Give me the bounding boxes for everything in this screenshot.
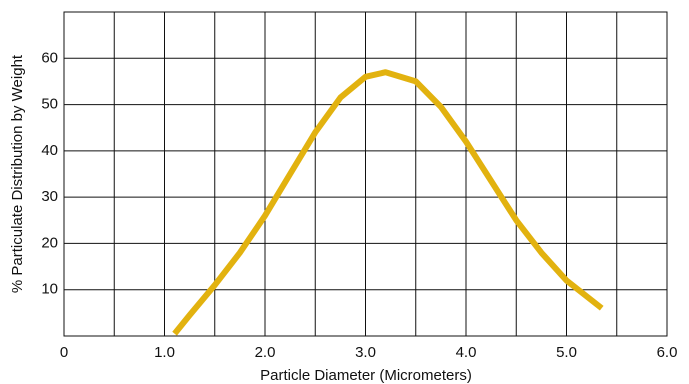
x-tick-label: 5.0 <box>556 344 577 361</box>
y-axis-label: % Particulate Distribution by Weight <box>9 54 26 293</box>
y-tick-label: 10 <box>41 281 58 298</box>
x-tick-label: 1.0 <box>154 344 175 361</box>
x-tick-label: 3.0 <box>355 344 376 361</box>
x-tick-label: 6.0 <box>657 344 678 361</box>
x-tick-label: 0 <box>60 344 68 361</box>
x-axis-label: Particle Diameter (Micrometers) <box>260 367 472 384</box>
y-tick-label: 30 <box>41 188 58 205</box>
y-tick-label: 20 <box>41 234 58 251</box>
y-tick-label: 60 <box>41 49 58 66</box>
data-line <box>172 69 604 336</box>
y-tick-label: 50 <box>41 96 58 113</box>
x-tick-label: 2.0 <box>255 344 276 361</box>
y-tick-label: 40 <box>41 142 58 159</box>
x-tick-label: 4.0 <box>456 344 477 361</box>
